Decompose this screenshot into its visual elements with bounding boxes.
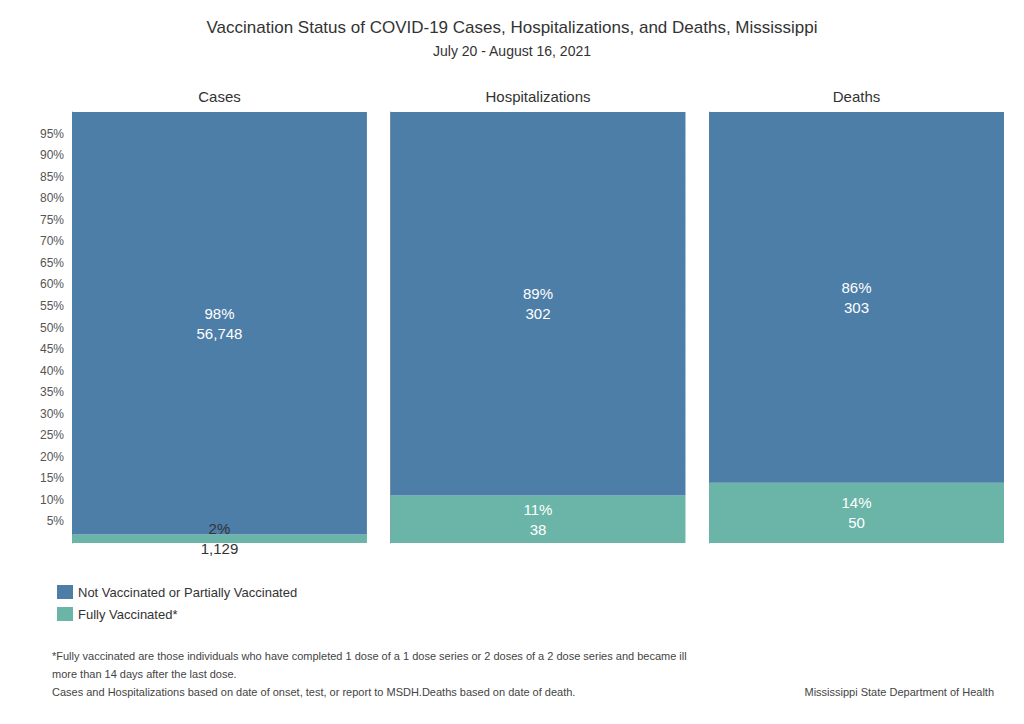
svg-text:98%: 98% [204,305,234,322]
svg-text:80%: 80% [40,191,64,205]
svg-text:Deaths: Deaths [833,88,881,105]
svg-text:2%: 2% [209,520,231,537]
svg-text:70%: 70% [40,234,64,248]
svg-text:Cases: Cases [198,88,241,105]
svg-text:1,129: 1,129 [201,540,239,557]
svg-text:Cases and Hospitalizations bas: Cases and Hospitalizations based on date… [52,686,575,698]
svg-text:40%: 40% [40,364,64,378]
svg-text:60%: 60% [40,277,64,291]
svg-text:Not Vaccinated or Partially Va: Not Vaccinated or Partially Vaccinated [78,585,297,600]
svg-text:65%: 65% [40,256,64,270]
svg-text:Mississippi State Department o: Mississippi State Department of Health [804,686,994,698]
svg-text:89%: 89% [523,285,553,302]
svg-text:50%: 50% [40,321,64,335]
svg-text:303: 303 [844,299,869,316]
svg-text:50: 50 [848,514,865,531]
svg-text:25%: 25% [40,428,64,442]
svg-text:*Fully vaccinated are those in: *Fully vaccinated are those individuals … [52,650,687,662]
svg-text:14%: 14% [842,494,872,511]
svg-text:Vaccination Status of COVID-19: Vaccination Status of COVID-19 Cases, Ho… [206,18,817,37]
svg-text:15%: 15% [40,471,64,485]
svg-text:more than 14 days after the la: more than 14 days after the last dose. [52,668,237,680]
svg-text:20%: 20% [40,450,64,464]
svg-text:Fully Vaccinated*: Fully Vaccinated* [78,607,177,622]
svg-text:90%: 90% [40,148,64,162]
svg-text:75%: 75% [40,213,64,227]
svg-text:35%: 35% [40,385,64,399]
svg-text:30%: 30% [40,407,64,421]
svg-text:85%: 85% [40,170,64,184]
svg-text:302: 302 [525,305,550,322]
svg-text:55%: 55% [40,299,64,313]
svg-text:Hospitalizations: Hospitalizations [485,88,590,105]
svg-text:5%: 5% [47,514,65,528]
svg-text:95%: 95% [40,127,64,141]
svg-text:86%: 86% [842,279,872,296]
svg-text:38: 38 [530,521,547,538]
svg-text:July 20 - August 16, 2021: July 20 - August 16, 2021 [433,43,591,59]
svg-text:10%: 10% [40,493,64,507]
svg-text:11%: 11% [524,501,553,518]
svg-text:45%: 45% [40,342,64,356]
svg-text:56,748: 56,748 [197,325,243,342]
